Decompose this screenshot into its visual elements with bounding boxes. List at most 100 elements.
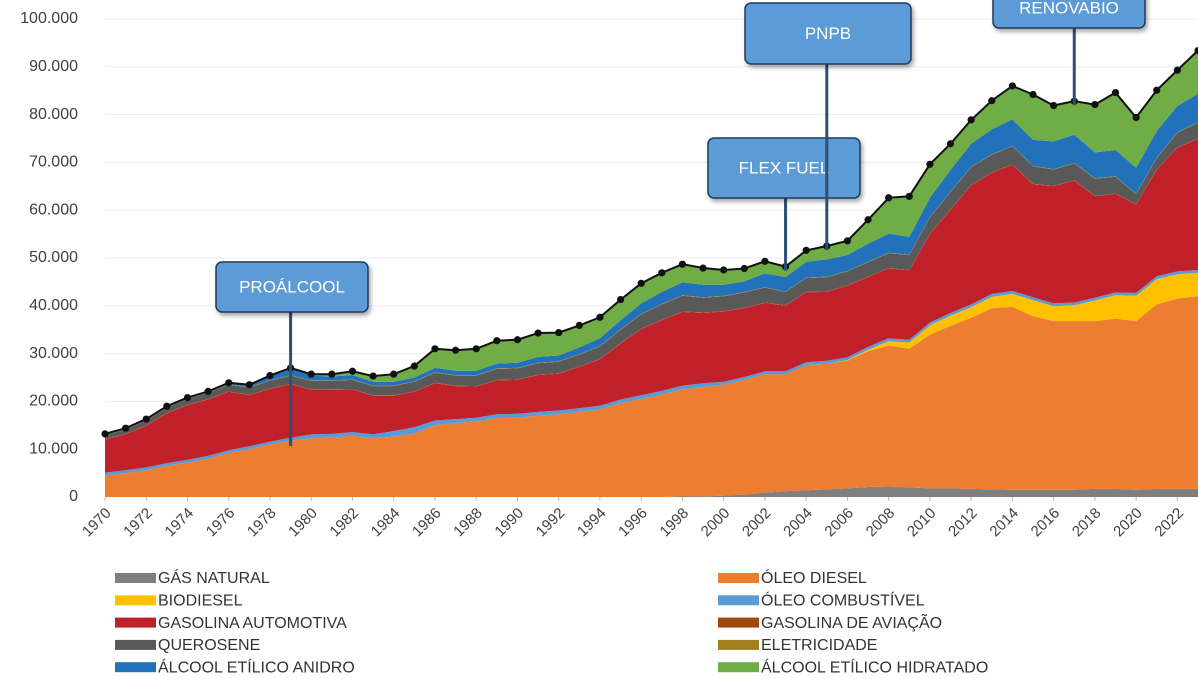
y-tick-label: 30.000 (29, 345, 78, 362)
y-tick-label: 70.000 (29, 154, 78, 171)
total-dot (946, 140, 955, 148)
legend-label: BIODIESEL (158, 593, 243, 610)
total-dot (410, 362, 418, 370)
total-dot (616, 295, 625, 304)
total-dot (843, 237, 852, 245)
total-dot (596, 313, 604, 321)
total-dot (699, 264, 707, 272)
total-dot (451, 346, 460, 354)
legend-label: ÁLCOOL ETÍLICO ANIDRO (158, 657, 355, 676)
total-dot (926, 160, 934, 168)
y-tick-label: 80.000 (29, 106, 78, 123)
total-dot (1153, 86, 1161, 94)
total-dot (183, 393, 192, 402)
total-dot (266, 371, 274, 380)
x-tick-label: 1974 (162, 505, 198, 541)
area (105, 486, 1198, 497)
x-tick-label: 1970 (79, 505, 115, 541)
total-dot (142, 415, 150, 423)
total-dot (988, 97, 996, 105)
x-tick-label: 2020 (1110, 505, 1146, 541)
y-tick-label: 100.000 (20, 10, 78, 27)
legend-label: QUEROSENE (158, 637, 260, 654)
x-tick-label: 1980 (285, 505, 321, 541)
x-tick-label: 1984 (368, 505, 404, 541)
y-tick-label: 10.000 (29, 440, 78, 457)
x-tick-label: 2006 (821, 505, 857, 541)
x-tick-label: 1978 (244, 505, 280, 541)
x-tick-label: 2018 (1069, 505, 1105, 541)
x-tick-label: 1982 (326, 505, 362, 541)
x-tick-label: 2010 (904, 505, 940, 541)
x-tick-label: 2016 (1028, 505, 1064, 541)
x-tick-label: 2022 (1151, 505, 1187, 541)
total-dot (307, 370, 315, 378)
x-tick-label: 2004 (780, 505, 816, 541)
legend-label: ELETRICIDADE (761, 637, 877, 654)
total-dot (740, 264, 748, 273)
x-tick-label: 1988 (450, 505, 486, 541)
total-dot (575, 321, 583, 329)
total-dot (905, 192, 913, 200)
total-dot (678, 260, 687, 268)
total-dot (1029, 90, 1037, 99)
total-dot (1008, 82, 1016, 90)
annotation-label: PNPB (805, 24, 851, 43)
y-tick-label: 20.000 (29, 393, 78, 410)
total-dot (493, 337, 501, 345)
area (105, 270, 1198, 476)
x-tick-label: 1972 (120, 505, 156, 541)
total-dot (431, 345, 439, 353)
annotation-box (215, 261, 369, 313)
total-dot (101, 430, 109, 438)
x-tick-label: 2002 (739, 505, 775, 541)
total-dot (1111, 89, 1120, 97)
x-tick-label: 1994 (574, 505, 610, 541)
legend-label: ÓLEO COMBUSTÍVEL (761, 591, 925, 610)
x-tick-label: 2014 (986, 505, 1022, 541)
y-tick-label: 90.000 (29, 58, 78, 75)
total-dot (1132, 113, 1140, 122)
legend-swatch (115, 617, 156, 628)
annotation-label: FLEX FUEL (739, 158, 830, 177)
total-dot (534, 329, 542, 337)
total-dot (163, 402, 171, 410)
total-dot (864, 216, 872, 224)
legend-swatch (718, 595, 759, 606)
total-dot (204, 387, 212, 395)
legend-swatch (115, 595, 156, 606)
total-dot (967, 116, 975, 124)
total-dot (720, 266, 728, 274)
total-dot (122, 424, 130, 432)
total-dot (1194, 46, 1198, 55)
legend-label: ÓLEO DIESEL (761, 568, 867, 587)
total-dot (658, 269, 666, 277)
total-dot (369, 372, 377, 380)
x-tick-label: 2008 (863, 505, 899, 541)
total-dot (225, 379, 233, 387)
total-dot (761, 257, 769, 265)
annotation-label: PROÁLCOOL (239, 277, 345, 296)
total-dot (245, 381, 253, 389)
legend-swatch (718, 573, 759, 583)
x-tick-label: 1986 (409, 505, 445, 541)
total-dot (472, 345, 480, 353)
total-dot (1091, 100, 1099, 109)
x-tick-label: 1990 (491, 505, 527, 541)
total-dot (390, 370, 398, 378)
total-dot (802, 246, 810, 254)
total-dot (555, 328, 563, 337)
areas (101, 46, 1198, 497)
area (105, 139, 1198, 473)
legend-swatch (115, 662, 156, 673)
annotation-box (707, 137, 861, 199)
legend-swatch (718, 639, 759, 650)
legend-swatch (115, 573, 156, 583)
x-tick-label: 2000 (698, 505, 734, 541)
legend-label: ÁLCOOL ETÍLICO HIDRATADO (761, 657, 988, 676)
total-dot (1173, 66, 1181, 74)
legend-label: GÁS NATURAL (158, 568, 270, 587)
total-dot (1050, 101, 1058, 110)
y-tick-label: 0 (69, 488, 78, 505)
